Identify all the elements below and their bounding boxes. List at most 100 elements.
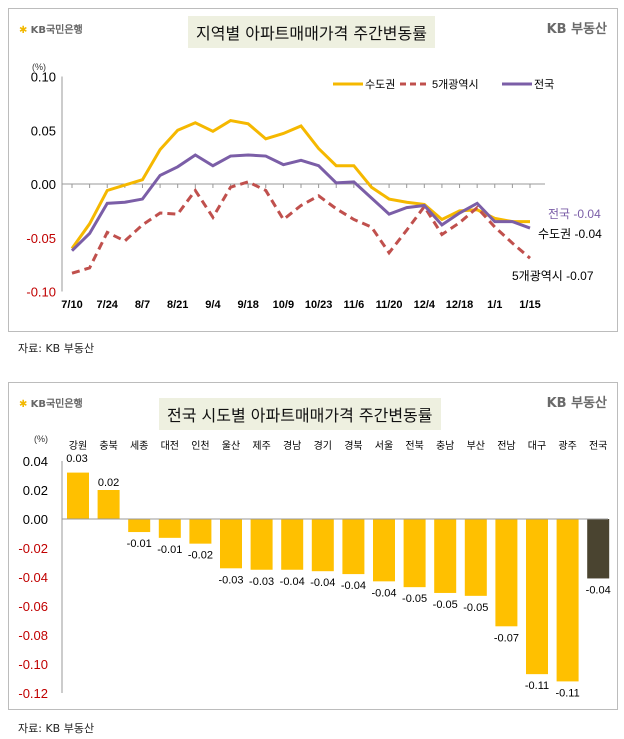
chart-title: 지역별 아파트매매가격 주간변동률 (188, 16, 435, 48)
category-label: 충북 (99, 440, 117, 452)
x-tick-label: 12/4 (414, 299, 436, 311)
x-tick-label: 9/4 (205, 299, 221, 311)
bar-인천 (189, 519, 212, 544)
data-label: -0.11 (525, 680, 549, 692)
bar-강원 (67, 472, 89, 519)
bar-경북 (342, 519, 365, 575)
x-tick-label: 8/7 (135, 299, 150, 311)
y-tick-label: -0.04 (18, 570, 48, 585)
bar-세종 (128, 519, 151, 533)
end-label: 수도권 -0.04 (538, 227, 602, 241)
x-tick-label: 12/18 (446, 299, 474, 311)
bar-충북 (97, 490, 120, 519)
y-tick-label: 0.04 (23, 454, 48, 469)
bar-경기 (311, 519, 334, 572)
category-label: 광주 (558, 440, 576, 452)
category-label: 제주 (252, 440, 270, 452)
data-label: -0.05 (402, 593, 427, 605)
top-panel: ✱ KB국민은행 KB 부동산 지역별 아파트매매가격 주간변동률 (8, 8, 618, 332)
data-label: -0.04 (586, 584, 611, 596)
x-tick-label: 11/6 (343, 299, 364, 311)
data-label: -0.01 (127, 538, 152, 550)
line-chart: (%)0.10 0.05 0.00 -0.05 -0.10 7/10 7/24 8/7 8/21… (26, 62, 602, 311)
bar-울산 (220, 519, 242, 569)
category-label: 충남 (436, 440, 454, 452)
y-tick-label: 0.02 (23, 483, 48, 498)
x-tick-label: 7/24 (97, 299, 119, 311)
category-label: 전국 (589, 440, 607, 452)
y-tick-label: 0.00 (31, 177, 56, 192)
y-axis-unit: (%) (34, 434, 48, 444)
category-label: 서울 (375, 440, 393, 452)
bar-전북 (403, 519, 426, 588)
category-label: 인천 (191, 440, 209, 452)
x-tick-label: 7/10 (61, 299, 82, 311)
y-tick-label: -0.06 (18, 599, 48, 614)
data-label: -0.04 (371, 587, 396, 599)
source-caption: 자료: KB 부동산 (18, 342, 95, 355)
data-label: -0.01 (157, 544, 182, 556)
end-label: 5개광역시 -0.07 (512, 269, 594, 283)
data-label: 0.03 (66, 453, 87, 465)
y-tick-label: -0.05 (26, 231, 56, 246)
x-tick-label: 8/21 (167, 299, 188, 311)
bar-경남 (281, 519, 304, 570)
bar-제주 (250, 519, 273, 570)
data-label: 0.02 (98, 477, 119, 489)
category-label: 울산 (222, 440, 240, 452)
y-tick-label: -0.02 (18, 541, 48, 556)
category-label: 경북 (344, 439, 362, 452)
end-label: 전국 -0.04 (548, 207, 601, 221)
y-tick-label: -0.08 (18, 628, 48, 643)
chart-title: 전국 시도별 아파트매매가격 주간변동률 (159, 398, 441, 430)
bar-대구 (526, 519, 548, 675)
category-label: 전남 (497, 440, 515, 452)
kb-realestate-logo: KB 부동산 (546, 396, 607, 411)
bar-대전 (158, 519, 181, 538)
legend-label: 5개광역시 (432, 78, 479, 91)
category-label: 경기 (314, 439, 332, 452)
y-tick-label: 0.00 (23, 512, 48, 527)
category-label: 전북 (405, 440, 423, 452)
category-label: 대구 (528, 440, 546, 452)
series-line-수도권 (70, 118, 530, 250)
category-label: 대전 (161, 440, 179, 452)
y-tick-label: -0.10 (26, 285, 56, 300)
legend-label: 전국 (534, 78, 554, 91)
x-tick-label: 9/18 (237, 299, 258, 311)
data-label: -0.07 (494, 632, 519, 644)
data-label: -0.02 (188, 550, 213, 562)
kb-bank-logo: ✱ KB국민은행 (19, 25, 83, 36)
bar-전국 (587, 519, 610, 579)
bar-서울 (373, 519, 395, 582)
bar-광주 (556, 519, 579, 682)
data-label: -0.05 (463, 602, 488, 614)
kb-realestate-logo: KB 부동산 (546, 22, 607, 37)
y-tick-label: 0.10 (31, 70, 56, 85)
data-label: -0.04 (280, 576, 305, 588)
bar-부산 (464, 519, 487, 596)
x-tick-label: 10/9 (273, 299, 294, 311)
series-line-5개광역시 (71, 180, 531, 275)
legend-label: 수도권 (365, 78, 395, 91)
data-label: -0.11 (555, 687, 579, 699)
x-tick-label: 1/1 (487, 299, 502, 311)
x-tick-label: 10/23 (305, 299, 333, 311)
data-label: -0.05 (433, 599, 458, 611)
y-tick-label: -0.10 (18, 657, 48, 672)
category-label: 부산 (467, 440, 485, 452)
kb-bank-logo: ✱ KB국민은행 (19, 399, 83, 410)
data-label: -0.04 (341, 580, 366, 592)
series-line-전국 (70, 153, 531, 252)
x-tick-label: 11/20 (376, 299, 403, 311)
data-label: -0.03 (218, 574, 243, 586)
data-label: -0.03 (249, 576, 274, 588)
y-tick-label: -0.12 (18, 686, 48, 701)
bar-충남 (434, 519, 457, 593)
category-label: 세종 (130, 440, 148, 452)
category-label: 강원 (69, 440, 87, 452)
category-label: 경남 (283, 439, 301, 452)
y-axis-unit: (%) (32, 62, 46, 72)
bar-전남 (495, 519, 518, 627)
